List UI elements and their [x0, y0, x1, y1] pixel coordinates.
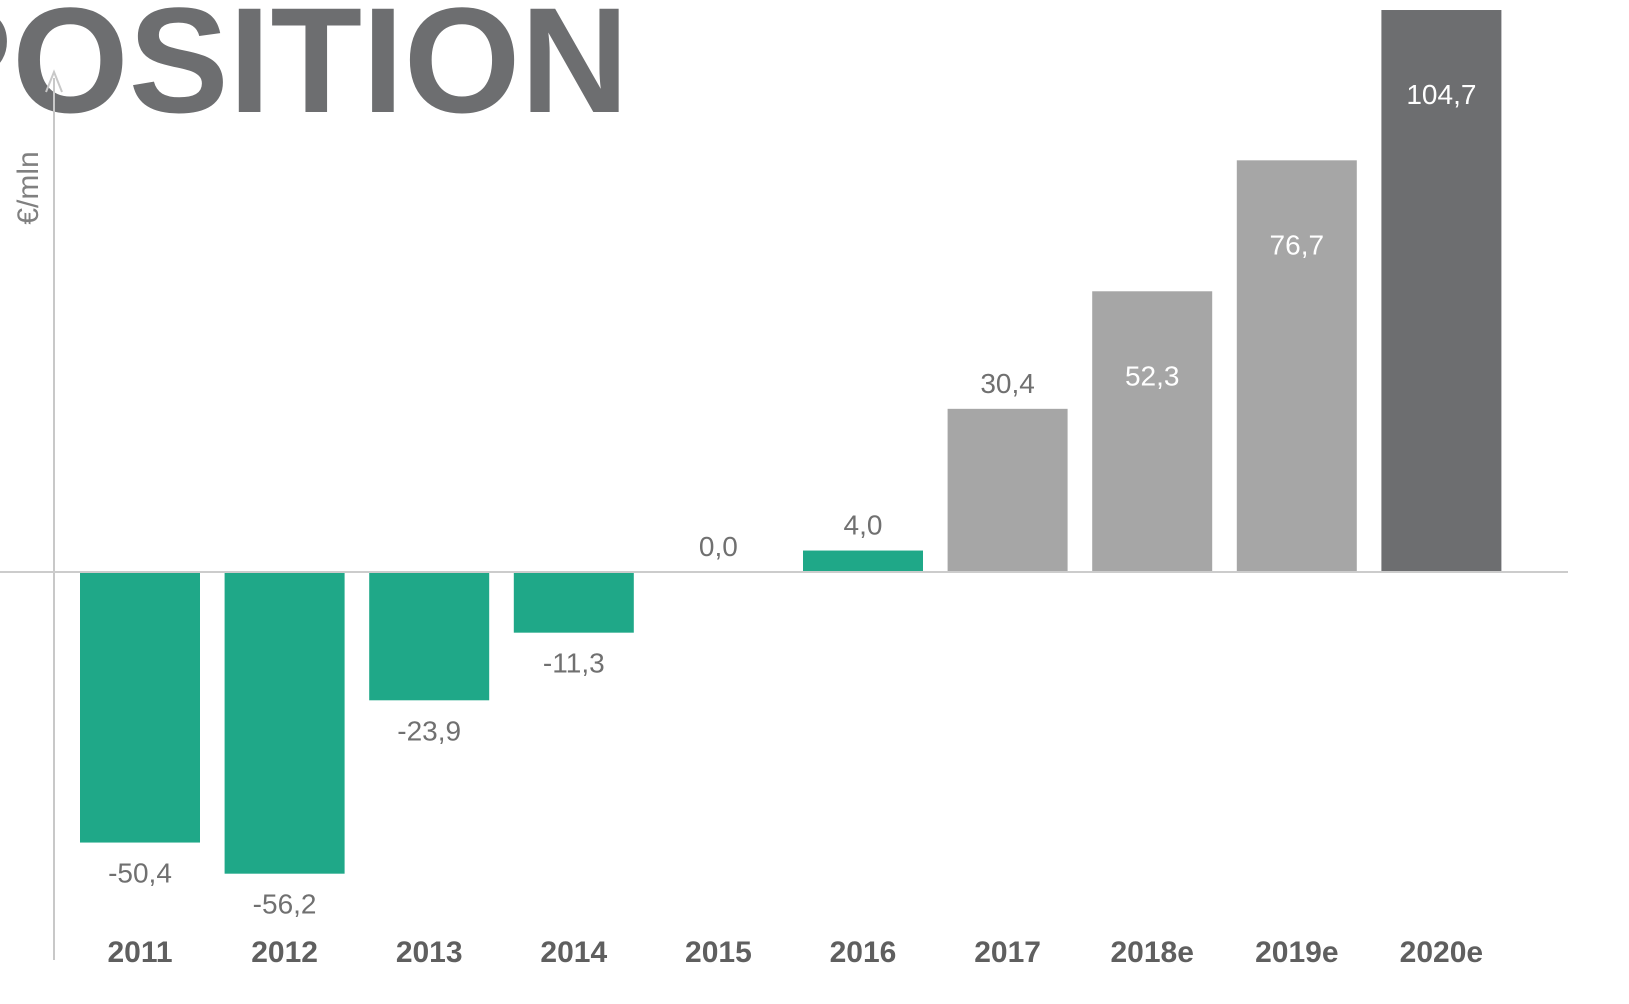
x-tick-label: 2019e — [1255, 936, 1338, 969]
bar — [80, 572, 200, 843]
x-tick-label: 2020e — [1400, 936, 1483, 969]
value-label: 30,4 — [980, 368, 1035, 399]
bar — [224, 572, 345, 874]
value-label: -56,2 — [253, 889, 317, 920]
y-axis-arrow — [45, 69, 63, 93]
value-label: -23,9 — [397, 715, 461, 746]
bar — [1381, 10, 1502, 573]
value-label: 4,0 — [844, 510, 883, 541]
bar — [369, 572, 490, 701]
bar — [947, 408, 1068, 573]
value-label: -11,3 — [543, 648, 605, 679]
y-axis-label: €/mln — [12, 151, 45, 224]
x-tick-label: 2017 — [974, 936, 1041, 969]
x-tick-label: 2011 — [107, 936, 172, 969]
bar — [803, 550, 923, 573]
value-label: 76,7 — [1270, 229, 1325, 260]
chart-title: POSITION — [0, 0, 629, 144]
x-tick-label: 2014 — [540, 936, 607, 969]
value-label: 0,0 — [699, 531, 738, 562]
value-label: 104,7 — [1406, 79, 1476, 110]
x-tick-label: 2013 — [396, 936, 463, 969]
x-tick-label: 2012 — [251, 936, 318, 969]
x-tick-label: 2018e — [1110, 936, 1193, 969]
x-tick-label: 2015 — [685, 936, 752, 969]
bar — [1236, 160, 1357, 573]
value-label: 52,3 — [1125, 360, 1180, 391]
bar — [1092, 291, 1213, 573]
x-tick-label: 2016 — [830, 936, 897, 969]
value-label: -50,4 — [108, 858, 172, 889]
bar — [513, 572, 634, 633]
